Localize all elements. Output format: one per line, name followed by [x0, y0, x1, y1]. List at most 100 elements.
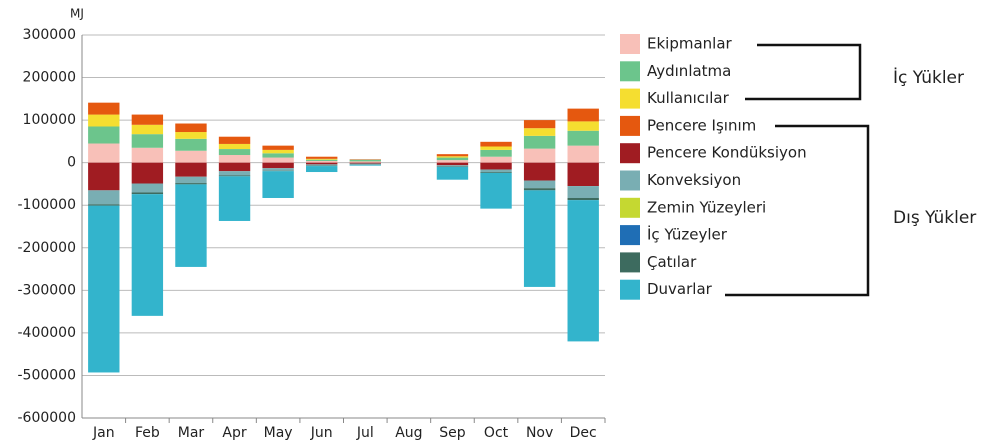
bar-segment — [306, 166, 338, 173]
bar-segment — [131, 192, 164, 195]
bar-segment — [436, 162, 469, 166]
bar-segment — [349, 159, 381, 162]
y-tick-label: -400000 — [18, 325, 77, 341]
y-tick-label: -600000 — [18, 410, 77, 426]
legend-swatch — [620, 61, 640, 82]
bar-segment — [88, 162, 120, 191]
legend-swatch — [620, 115, 640, 136]
bar-segment — [480, 141, 512, 147]
bar-segment — [349, 162, 381, 164]
bar-segment — [567, 121, 599, 131]
bar-segment — [131, 114, 164, 125]
bar-segment — [262, 162, 294, 169]
y-tick-label: 200000 — [23, 70, 76, 86]
bar-segment — [480, 156, 512, 163]
y-tick-label: -500000 — [18, 367, 77, 383]
bar-segment — [523, 162, 556, 181]
bar-segment — [349, 164, 381, 166]
bar-segment — [306, 156, 338, 159]
legend-swatch — [620, 197, 640, 218]
bar-segment — [218, 155, 251, 163]
legend-label: Zemin Yüzeyleri — [647, 198, 766, 216]
x-tick-label: Aug — [395, 425, 422, 441]
legend-swatch — [620, 225, 640, 246]
y-tick-label: -100000 — [18, 197, 77, 213]
bar-segment — [218, 175, 251, 177]
bar-segment — [523, 148, 556, 163]
bar-segment — [175, 184, 207, 267]
bar-segment — [218, 136, 251, 144]
x-tick-label: Apr — [222, 425, 246, 441]
legend-label: Pencere Işınım — [647, 116, 756, 134]
bar-segment — [480, 149, 512, 157]
bar-segment — [567, 197, 599, 201]
bar-segment — [175, 150, 207, 163]
bar-segment — [131, 134, 164, 148]
x-tick-label: Feb — [135, 425, 160, 441]
y-tick-label: 0 — [67, 155, 76, 171]
bar-segment — [88, 143, 120, 163]
bar-segment — [175, 162, 207, 177]
bar-segment — [88, 205, 120, 373]
bar-segment — [262, 171, 294, 198]
legend-swatch — [620, 170, 640, 191]
bar-segment — [131, 124, 164, 135]
legend-swatch — [620, 88, 640, 109]
bar-segment — [306, 158, 338, 160]
bar-segment — [306, 159, 338, 161]
bar-segment — [306, 162, 338, 165]
bar-segment — [567, 162, 599, 187]
bar-segment — [523, 180, 556, 189]
bar-segment — [436, 166, 469, 180]
legend-label: İç Yüzeyler — [647, 225, 728, 244]
y-tick-label: -300000 — [18, 282, 77, 298]
bar-segment — [88, 114, 120, 127]
annotation: Dış Yükler — [893, 208, 976, 228]
bar-segment — [262, 168, 294, 171]
bar-segment — [218, 176, 251, 221]
bar-segment — [567, 200, 599, 342]
legend-label: Duvarlar — [647, 280, 713, 298]
x-tick-label: Jan — [92, 425, 115, 441]
bar-segment — [131, 183, 164, 193]
x-tick-label: Oct — [484, 425, 509, 441]
bracket — [725, 124, 870, 297]
legend-label: Ekipmanlar — [647, 35, 733, 53]
bar-segment — [262, 149, 294, 154]
x-tick-label: Dec — [570, 425, 597, 441]
x-tick-label: Mar — [178, 425, 205, 441]
bar-segment — [523, 188, 556, 191]
x-tick-label: Jul — [356, 425, 374, 441]
bar-segment — [306, 164, 338, 166]
bar-segment — [218, 149, 251, 156]
legend-swatch — [620, 279, 640, 300]
legend-swatch — [620, 252, 640, 273]
bar-segment — [262, 157, 294, 163]
bar-segment — [567, 108, 599, 122]
annotation: İç Yükler — [893, 67, 964, 88]
bar-segment — [480, 172, 512, 209]
bar-segment — [567, 130, 599, 146]
y-tick-label: 100000 — [23, 112, 76, 128]
bar-segment — [436, 165, 469, 167]
bar-segment — [349, 161, 381, 163]
bar-segment — [436, 160, 469, 163]
bar-segment — [131, 147, 164, 163]
unit-label: MJ — [70, 7, 84, 21]
legend-label: Çatılar — [647, 253, 697, 271]
bar-segment — [131, 162, 164, 184]
bar-segment — [88, 204, 120, 206]
legend-label: Aydınlatma — [647, 62, 731, 80]
bar-segment — [131, 194, 164, 316]
bar-segment — [480, 169, 512, 173]
bar-segment — [88, 190, 120, 205]
bar-segment — [523, 190, 556, 287]
x-tick-label: Nov — [526, 425, 553, 441]
legend-swatch — [620, 34, 640, 54]
bar-segment — [175, 132, 207, 139]
bar-segment — [218, 143, 251, 150]
legend-swatch — [620, 143, 640, 164]
bar-segment — [523, 128, 556, 136]
bar-segment — [480, 162, 512, 170]
